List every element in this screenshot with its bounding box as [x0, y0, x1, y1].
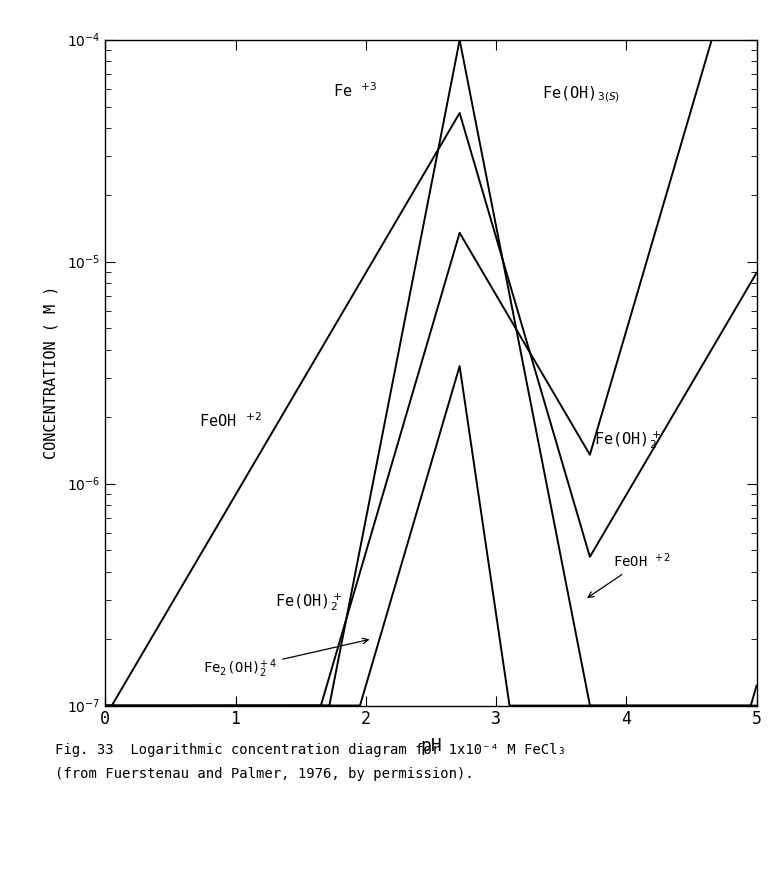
- Text: (from Fuerstenau and Palmer, 1976, by permission).: (from Fuerstenau and Palmer, 1976, by pe…: [55, 767, 473, 781]
- X-axis label: pH: pH: [420, 736, 441, 755]
- Text: FeOH $^{+2}$: FeOH $^{+2}$: [588, 551, 671, 597]
- Text: Fe(OH)$_2^+$: Fe(OH)$_2^+$: [275, 591, 342, 613]
- Y-axis label: CONCENTRATION ( M ): CONCENTRATION ( M ): [44, 286, 58, 460]
- Text: Fe$_2$(OH)$_2^{+\,4}$: Fe$_2$(OH)$_2^{+\,4}$: [203, 639, 368, 680]
- Text: Fe(OH)$_2^+$: Fe(OH)$_2^+$: [594, 430, 661, 451]
- Text: FeOH $^{+2}$: FeOH $^{+2}$: [199, 411, 262, 430]
- Text: Fe(OH)$_{3(S)}$: Fe(OH)$_{3(S)}$: [541, 84, 620, 103]
- Text: Fe $^{+3}$: Fe $^{+3}$: [333, 82, 378, 101]
- Text: Fig. 33  Logarithmic concentration diagram for 1x10⁻⁴ M FeCl₃: Fig. 33 Logarithmic concentration diagra…: [55, 743, 566, 757]
